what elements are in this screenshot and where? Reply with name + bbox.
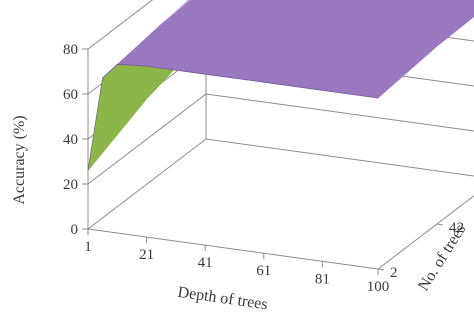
- x-tick-label-0: 1: [84, 239, 92, 255]
- x-tick-label-1: 21: [139, 247, 154, 263]
- surface-layer: [87, 0, 474, 171]
- y-tick-mark-1: [436, 223, 444, 226]
- y-tick-label-0: 2: [390, 265, 398, 281]
- axis-layer: [82, 48, 474, 275]
- y-tick-label-1: 42: [449, 220, 464, 236]
- z-tick-label-1: 20: [63, 177, 78, 193]
- z-tick-label-3: 60: [63, 87, 78, 103]
- x-axis-title: Depth of trees: [177, 284, 269, 313]
- label-layer: 02040608012141618110024282: [63, 42, 464, 295]
- gridline-z-1: [87, 93, 474, 185]
- gridline-z-0: [87, 138, 474, 230]
- z-axis-title: Accuracy (%): [11, 115, 28, 204]
- z-tick-label-2: 40: [63, 132, 78, 148]
- y-tick-mark-0: [377, 268, 385, 271]
- gridline-z-4: [87, 0, 154, 50]
- y-axis-title: No. of trees: [415, 221, 469, 294]
- x-axis-line: [87, 228, 379, 270]
- z-tick-label-4: 80: [63, 42, 78, 58]
- z-tick-label-0: 0: [71, 222, 79, 238]
- x-tick-label-5: 100: [367, 279, 390, 295]
- x-tick-label-4: 81: [315, 271, 330, 287]
- x-tick-label-3: 61: [256, 263, 271, 279]
- surface-highlight: [161, 0, 192, 24]
- surface-front-edge: [87, 63, 379, 171]
- x-tick-label-2: 41: [198, 255, 213, 271]
